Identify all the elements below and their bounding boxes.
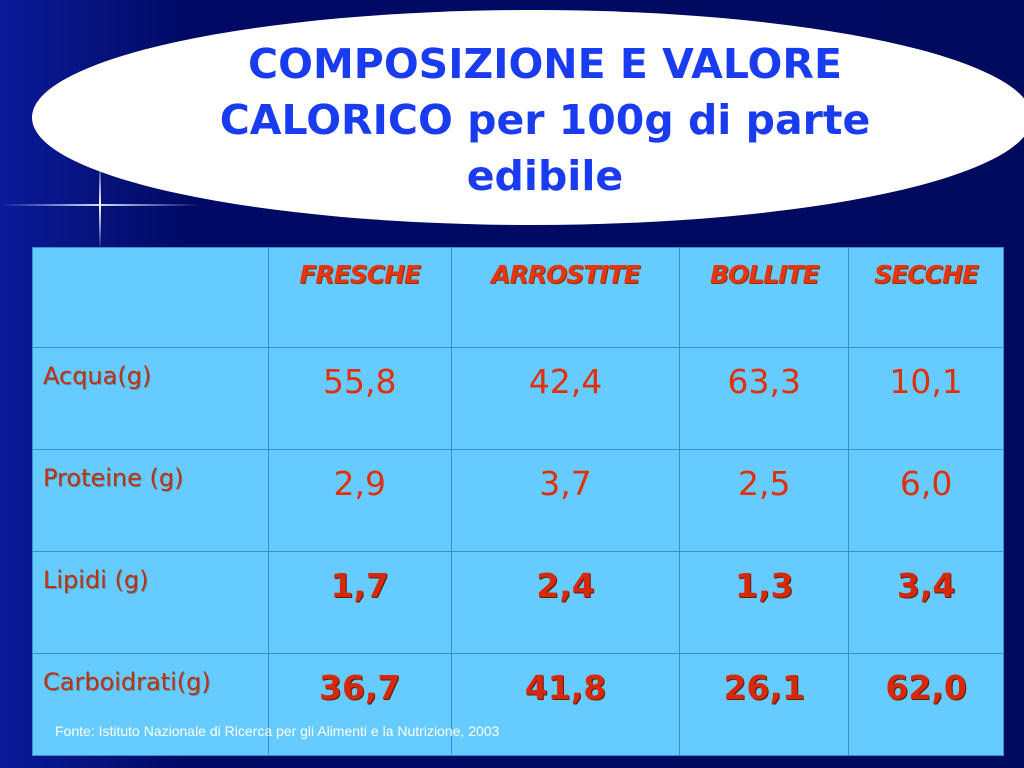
value-cell: 55,8 bbox=[267, 347, 452, 450]
value-cell: 63,3 bbox=[679, 347, 850, 450]
value-cell: 26,1 bbox=[679, 653, 850, 756]
data-row: Proteine (g) 2,9 3,7 2,5 6,0 bbox=[32, 449, 1004, 552]
title: COMPOSIZIONE E VALORE CALORICO per 100g d… bbox=[120, 36, 970, 204]
value-cell: 3,4 bbox=[848, 551, 1004, 654]
data-row: Carboidrati(g) 36,7 41,8 26,1 62,0 bbox=[32, 653, 1004, 756]
value-cell: 2,9 bbox=[267, 449, 452, 552]
value-cell: 10,1 bbox=[848, 347, 1004, 450]
value-cell: 36,7 bbox=[267, 653, 452, 756]
title-line: COMPOSIZIONE E VALORE bbox=[248, 40, 842, 88]
title-line: CALORICO per 100g di parte bbox=[219, 96, 871, 144]
data-row: Acqua(g) 55,8 42,4 63,3 10,1 bbox=[32, 347, 1004, 450]
nutrition-table: FRESCHE ARROSTITE BOLLITE SECCHE Acqua(g) 55,… bbox=[32, 247, 1004, 756]
row-label: Proteine (g) bbox=[32, 449, 269, 552]
value-cell: 1,3 bbox=[679, 551, 850, 654]
value-cell: 41,8 bbox=[450, 653, 681, 756]
value-cell: 1,7 bbox=[267, 551, 452, 654]
row-label: Carboidrati(g) bbox=[32, 653, 269, 756]
title-line: edibile bbox=[466, 152, 624, 200]
value-cell: 62,0 bbox=[848, 653, 1004, 756]
column-header: SECCHE bbox=[848, 247, 1004, 348]
title-ellipse bbox=[32, 10, 1024, 225]
header-row: FRESCHE ARROSTITE BOLLITE SECCHE bbox=[32, 247, 1004, 348]
data-row: Lipidi (g) 1,7 2,4 1,3 3,4 bbox=[32, 551, 1004, 654]
value-cell: 6,0 bbox=[848, 449, 1004, 552]
source-note: Fonte: Istituto Nazionale di Ricerca per… bbox=[55, 723, 500, 739]
value-cell: 2,4 bbox=[450, 551, 681, 654]
value-cell: 2,5 bbox=[679, 449, 850, 552]
row-label: Acqua(g) bbox=[32, 347, 269, 450]
row-label: Lipidi (g) bbox=[32, 551, 269, 654]
value-cell: 42,4 bbox=[450, 347, 681, 450]
value-cell: 3,7 bbox=[450, 449, 681, 552]
column-header: ARROSTITE bbox=[450, 247, 681, 348]
corner-cell bbox=[32, 247, 269, 348]
column-header: FRESCHE bbox=[267, 247, 452, 348]
sparkle bbox=[99, 160, 101, 250]
column-header: BOLLITE bbox=[679, 247, 850, 348]
